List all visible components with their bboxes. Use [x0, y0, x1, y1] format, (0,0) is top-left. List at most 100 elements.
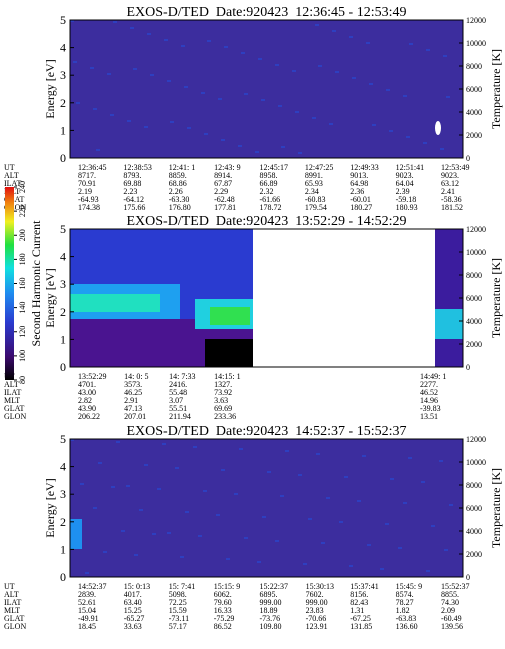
noise [275, 64, 279, 66]
y2-tick-label: 4000 [466, 108, 482, 117]
y2-tick-label: 0 [466, 154, 470, 163]
row-value: 180.93 [396, 203, 418, 212]
y-tick-label: 3 [60, 68, 66, 82]
row-value: 15:52:37 [441, 582, 469, 591]
row-value: 131.85 [350, 622, 372, 631]
row-value: 3.63 [214, 396, 228, 405]
noise [440, 148, 444, 150]
row-value: 12:47:25 [305, 163, 333, 172]
row-value: 177.81 [214, 203, 236, 212]
colorbar [5, 187, 14, 380]
row-label: ILAT [4, 598, 21, 607]
row-value: 69.88 [123, 179, 141, 188]
noise [326, 497, 330, 499]
row-value: 72.25 [169, 598, 187, 607]
noise [321, 542, 325, 544]
noise [244, 537, 248, 539]
row-value: 2.36 [350, 187, 364, 196]
row-value: 8914. [214, 171, 232, 180]
row-label: GLON [4, 622, 26, 631]
row-value: 2839. [78, 590, 96, 599]
row-value: 70.91 [78, 179, 96, 188]
noise [366, 42, 370, 44]
band [435, 229, 463, 367]
row-value: 78.27 [396, 598, 414, 607]
y2-axis-label: Temperature [K] [489, 468, 503, 548]
noise [352, 77, 356, 79]
row-value: 46.25 [124, 388, 142, 397]
row-value: 999.00 [306, 598, 328, 607]
row-value: 8855. [441, 590, 459, 599]
row-value: 18.45 [78, 622, 96, 631]
noise [203, 490, 207, 492]
y2-tick-label: 8000 [466, 481, 482, 490]
noise [431, 525, 435, 527]
row-value: 2.26 [169, 187, 183, 196]
row-value: 15.59 [169, 606, 187, 615]
noise [147, 33, 151, 35]
row-value: -70.66 [306, 614, 327, 623]
noise [258, 58, 262, 60]
noise [329, 123, 333, 125]
row-value: 7602. [306, 590, 324, 599]
row-value: 2.19 [78, 187, 92, 196]
row-value: 123.91 [306, 622, 328, 631]
row-value: 176.80 [169, 203, 191, 212]
noise [278, 105, 282, 107]
row-value: -63.83 [396, 614, 417, 623]
row-value: 5098. [169, 590, 187, 599]
row-value: 4701. [78, 380, 96, 389]
noise [80, 483, 84, 485]
row-value: -60.49 [441, 614, 462, 623]
row-value: -64.93 [78, 195, 99, 204]
noise [175, 467, 179, 469]
noise [157, 488, 161, 490]
noise [406, 136, 410, 138]
row-value: 1.31 [350, 606, 364, 615]
noise [216, 514, 220, 516]
row-value: 12:36:45 [78, 163, 106, 172]
y2-tick-label: 2000 [466, 131, 482, 140]
y-tick-label: 1 [60, 542, 66, 556]
row-value: 6062. [214, 590, 232, 599]
y2-tick-label: 6000 [466, 85, 482, 94]
row-value: 9023. [396, 171, 414, 180]
panel-title: EXOS-D/TED Date:920423 13:52:29 - 14:52:… [127, 214, 407, 229]
noise [298, 152, 302, 154]
row-value: 136.60 [396, 622, 418, 631]
noise [349, 565, 353, 567]
noise [218, 98, 222, 100]
row-value: 12:45:17 [260, 163, 288, 172]
noise [170, 121, 174, 123]
noise [312, 117, 316, 119]
noise [103, 551, 107, 553]
row-value: 79.60 [214, 598, 232, 607]
row-value: 86.52 [214, 622, 232, 631]
row-value: 206.22 [78, 412, 100, 421]
row-value: 2.23 [123, 187, 137, 196]
colorbar-tick-label: 240 [18, 181, 27, 193]
noise [221, 139, 225, 141]
noise [390, 478, 394, 480]
row-value: 15:15: 9 [214, 582, 240, 591]
row-value: 2.32 [260, 187, 274, 196]
row-value: 3573. [124, 380, 142, 389]
noise [280, 495, 284, 497]
row-value: -58.36 [441, 195, 462, 204]
blob [435, 121, 441, 135]
noise [144, 126, 148, 128]
y-axis-label: Energy [eV] [43, 478, 57, 537]
row-value: 55.48 [169, 388, 187, 397]
noise [73, 61, 77, 63]
row-value: 12:53:49 [441, 163, 469, 172]
noise [332, 30, 336, 32]
y2-tick-label: 0 [466, 573, 470, 582]
noise [98, 462, 102, 464]
row-label: ILAT [4, 388, 21, 397]
noise [316, 453, 320, 455]
gap [253, 229, 435, 367]
row-label: GLAT [4, 404, 25, 413]
noise [152, 533, 156, 535]
noise [134, 554, 138, 556]
noise [261, 99, 265, 101]
